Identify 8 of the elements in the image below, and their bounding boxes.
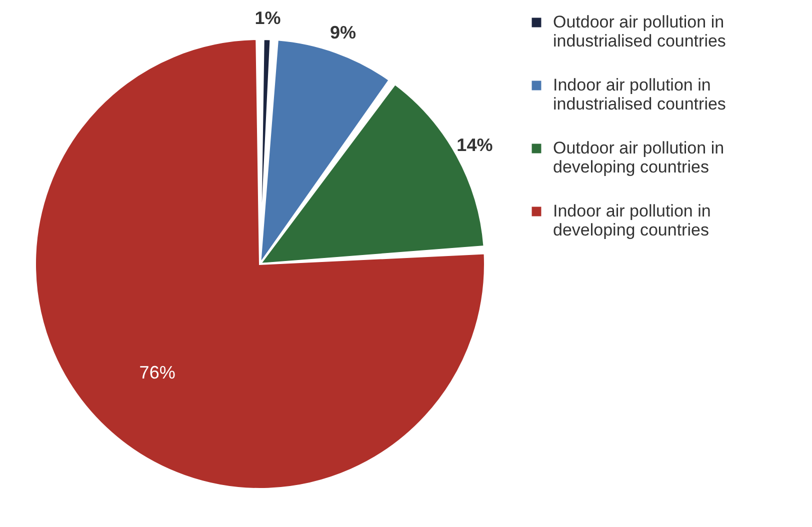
- data-label: 76%: [139, 362, 176, 382]
- data-label: 1%: [254, 8, 281, 28]
- legend-label: Outdoor air pollution in developing countries: [553, 138, 724, 176]
- legend-label: Indoor air pollution in developing countries: [553, 202, 711, 240]
- data-label: 9%: [330, 22, 356, 42]
- legend-label: Outdoor air pollution in industrialised countries: [553, 12, 726, 50]
- data-label: 14%: [456, 134, 493, 155]
- legend-label: Indoor air pollution in industrialised countries: [553, 76, 726, 114]
